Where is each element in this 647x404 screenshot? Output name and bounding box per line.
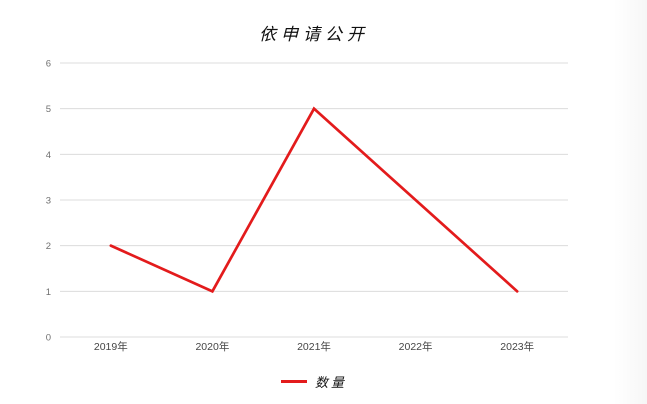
y-axis-tick-label: 0 — [46, 333, 51, 344]
y-axis-tick-label: 3 — [46, 196, 51, 207]
x-axis-tick-label: 2020年 — [195, 340, 229, 353]
y-axis-tick-label: 5 — [46, 104, 51, 115]
legend-line-swatch — [280, 379, 307, 383]
y-axis-tick-label: 4 — [46, 150, 51, 161]
legend-series-label: 数量 — [314, 375, 347, 391]
y-axis-tick-label: 1 — [46, 287, 51, 298]
x-axis-tick-label: 2022年 — [399, 340, 433, 353]
legend: 数量 — [60, 371, 568, 391]
x-axis-tick-label: 2019年 — [94, 340, 128, 353]
chart-title: 依申请公开 — [259, 25, 369, 45]
y-axis-tick-label: 2 — [46, 241, 51, 252]
x-axis-tick-label: 2023年 — [500, 340, 534, 353]
y-axis-tick-label: 6 — [46, 59, 51, 70]
x-axis-tick-label: 2021年 — [297, 340, 331, 353]
data-series-line — [109, 106, 519, 294]
